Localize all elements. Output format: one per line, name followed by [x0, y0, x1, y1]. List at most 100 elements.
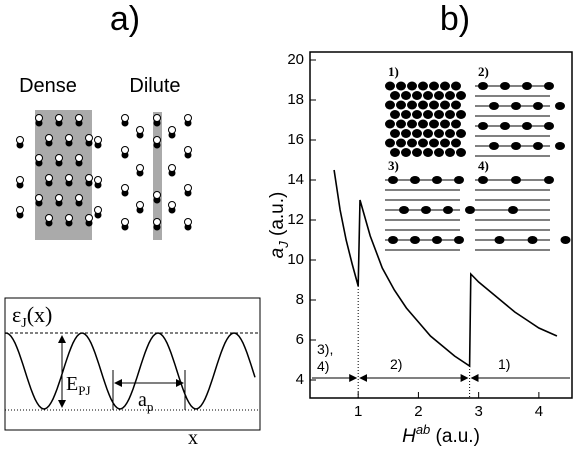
inset-vortex	[418, 119, 428, 129]
vortex	[121, 146, 129, 154]
inset-label: 4)	[478, 158, 489, 173]
region-label: 1)	[498, 356, 510, 372]
inset-vortex	[429, 100, 439, 110]
vortex	[75, 114, 83, 122]
inset-vortex	[390, 91, 400, 100]
inset-vortex	[385, 119, 395, 129]
inset-vortex	[443, 206, 453, 214]
vortex	[136, 164, 144, 172]
inset-vortex	[396, 119, 406, 129]
inset-vortex	[456, 91, 466, 100]
y-tick-label: 8	[296, 291, 304, 308]
energy-tail: (x)	[27, 302, 53, 327]
plot-frame	[309, 51, 573, 399]
period-main: a	[138, 389, 147, 411]
x-tick-label: 2	[414, 403, 422, 420]
energy-sub: J	[21, 316, 27, 331]
inset-vortex	[451, 100, 461, 110]
inset-vortex	[478, 176, 488, 184]
inset-vortex	[418, 138, 428, 148]
y-tick-label: 4	[296, 371, 304, 388]
vortex	[45, 174, 53, 182]
inset-vortex	[410, 176, 420, 184]
inset-vortex	[434, 148, 444, 157]
vortex	[35, 114, 43, 122]
y-label-tail: (a.u.)	[267, 192, 288, 242]
vortex	[184, 184, 192, 192]
inset-vortex	[410, 236, 420, 244]
y-tick-label: 20	[287, 51, 304, 68]
inset-vortex	[390, 129, 400, 138]
period-label: ap	[138, 389, 153, 414]
inset-vortex	[489, 142, 499, 150]
y-label-sub: J	[276, 241, 291, 249]
inset-vortex	[432, 236, 442, 244]
vortex	[45, 134, 53, 142]
vortex	[121, 114, 129, 122]
inset-vortex	[399, 206, 409, 214]
energy-label: εJ(x)	[12, 302, 52, 331]
vortex	[153, 218, 161, 226]
inset-label: 3)	[388, 158, 399, 173]
inset-vortex	[511, 176, 521, 184]
inset-vortex	[445, 91, 455, 100]
inset-vortex	[489, 102, 499, 110]
vortex	[45, 214, 53, 222]
x-tick-label: 3	[474, 403, 482, 420]
y-label-main: a	[267, 248, 288, 259]
vortex	[168, 201, 176, 209]
inset-vortex	[434, 91, 444, 100]
inset-vortex	[407, 100, 417, 110]
vortex	[75, 154, 83, 162]
inset-vortex	[445, 148, 455, 157]
vortex	[35, 154, 43, 162]
inset-vortex	[432, 176, 442, 184]
inset-vortex	[511, 102, 521, 110]
inset-vortex	[423, 91, 433, 100]
vortex	[65, 174, 73, 182]
inset-vortex	[456, 110, 466, 119]
inset-vortex	[533, 142, 543, 150]
dilute-label: Dilute	[129, 75, 180, 97]
dense-region	[35, 110, 92, 240]
vortex	[65, 134, 73, 142]
inset-vortex	[451, 81, 461, 91]
inset-vortex	[454, 236, 464, 244]
x-label: x	[188, 427, 198, 449]
vortex	[184, 114, 192, 122]
inset-vortex	[522, 82, 532, 90]
barrier-main: E	[66, 373, 78, 395]
panel-label: b)	[440, 0, 470, 38]
vortex	[55, 114, 63, 122]
inset-vortex	[533, 102, 543, 110]
inset-vortex	[440, 100, 450, 110]
inset-vortex	[429, 138, 439, 148]
inset-vortex	[522, 122, 532, 130]
inset-vortex	[544, 176, 554, 184]
vortex	[85, 134, 93, 142]
inset-vortex	[440, 81, 450, 91]
inset-vortex	[390, 148, 400, 157]
y-tick-label: 18	[287, 91, 304, 108]
inset-vortex	[407, 81, 417, 91]
vortex	[35, 194, 43, 202]
energy-main: ε	[12, 302, 21, 327]
vortex	[65, 214, 73, 222]
inset-vortex	[465, 206, 475, 214]
vortex	[153, 136, 161, 144]
inset-vortex	[445, 110, 455, 119]
inset-vortex	[412, 148, 422, 157]
inset-vortex	[429, 81, 439, 91]
inset-vortex	[544, 82, 554, 90]
period-sub: p	[147, 399, 154, 414]
y-tick-label: 14	[287, 171, 304, 188]
inset-vortex	[511, 142, 521, 150]
inset-vortex	[407, 138, 417, 148]
inset-vortex	[500, 122, 510, 130]
inset-vortex	[388, 236, 398, 244]
inset-vortex	[527, 236, 538, 244]
inset-vortex	[508, 206, 518, 214]
inset-vortex	[418, 100, 428, 110]
